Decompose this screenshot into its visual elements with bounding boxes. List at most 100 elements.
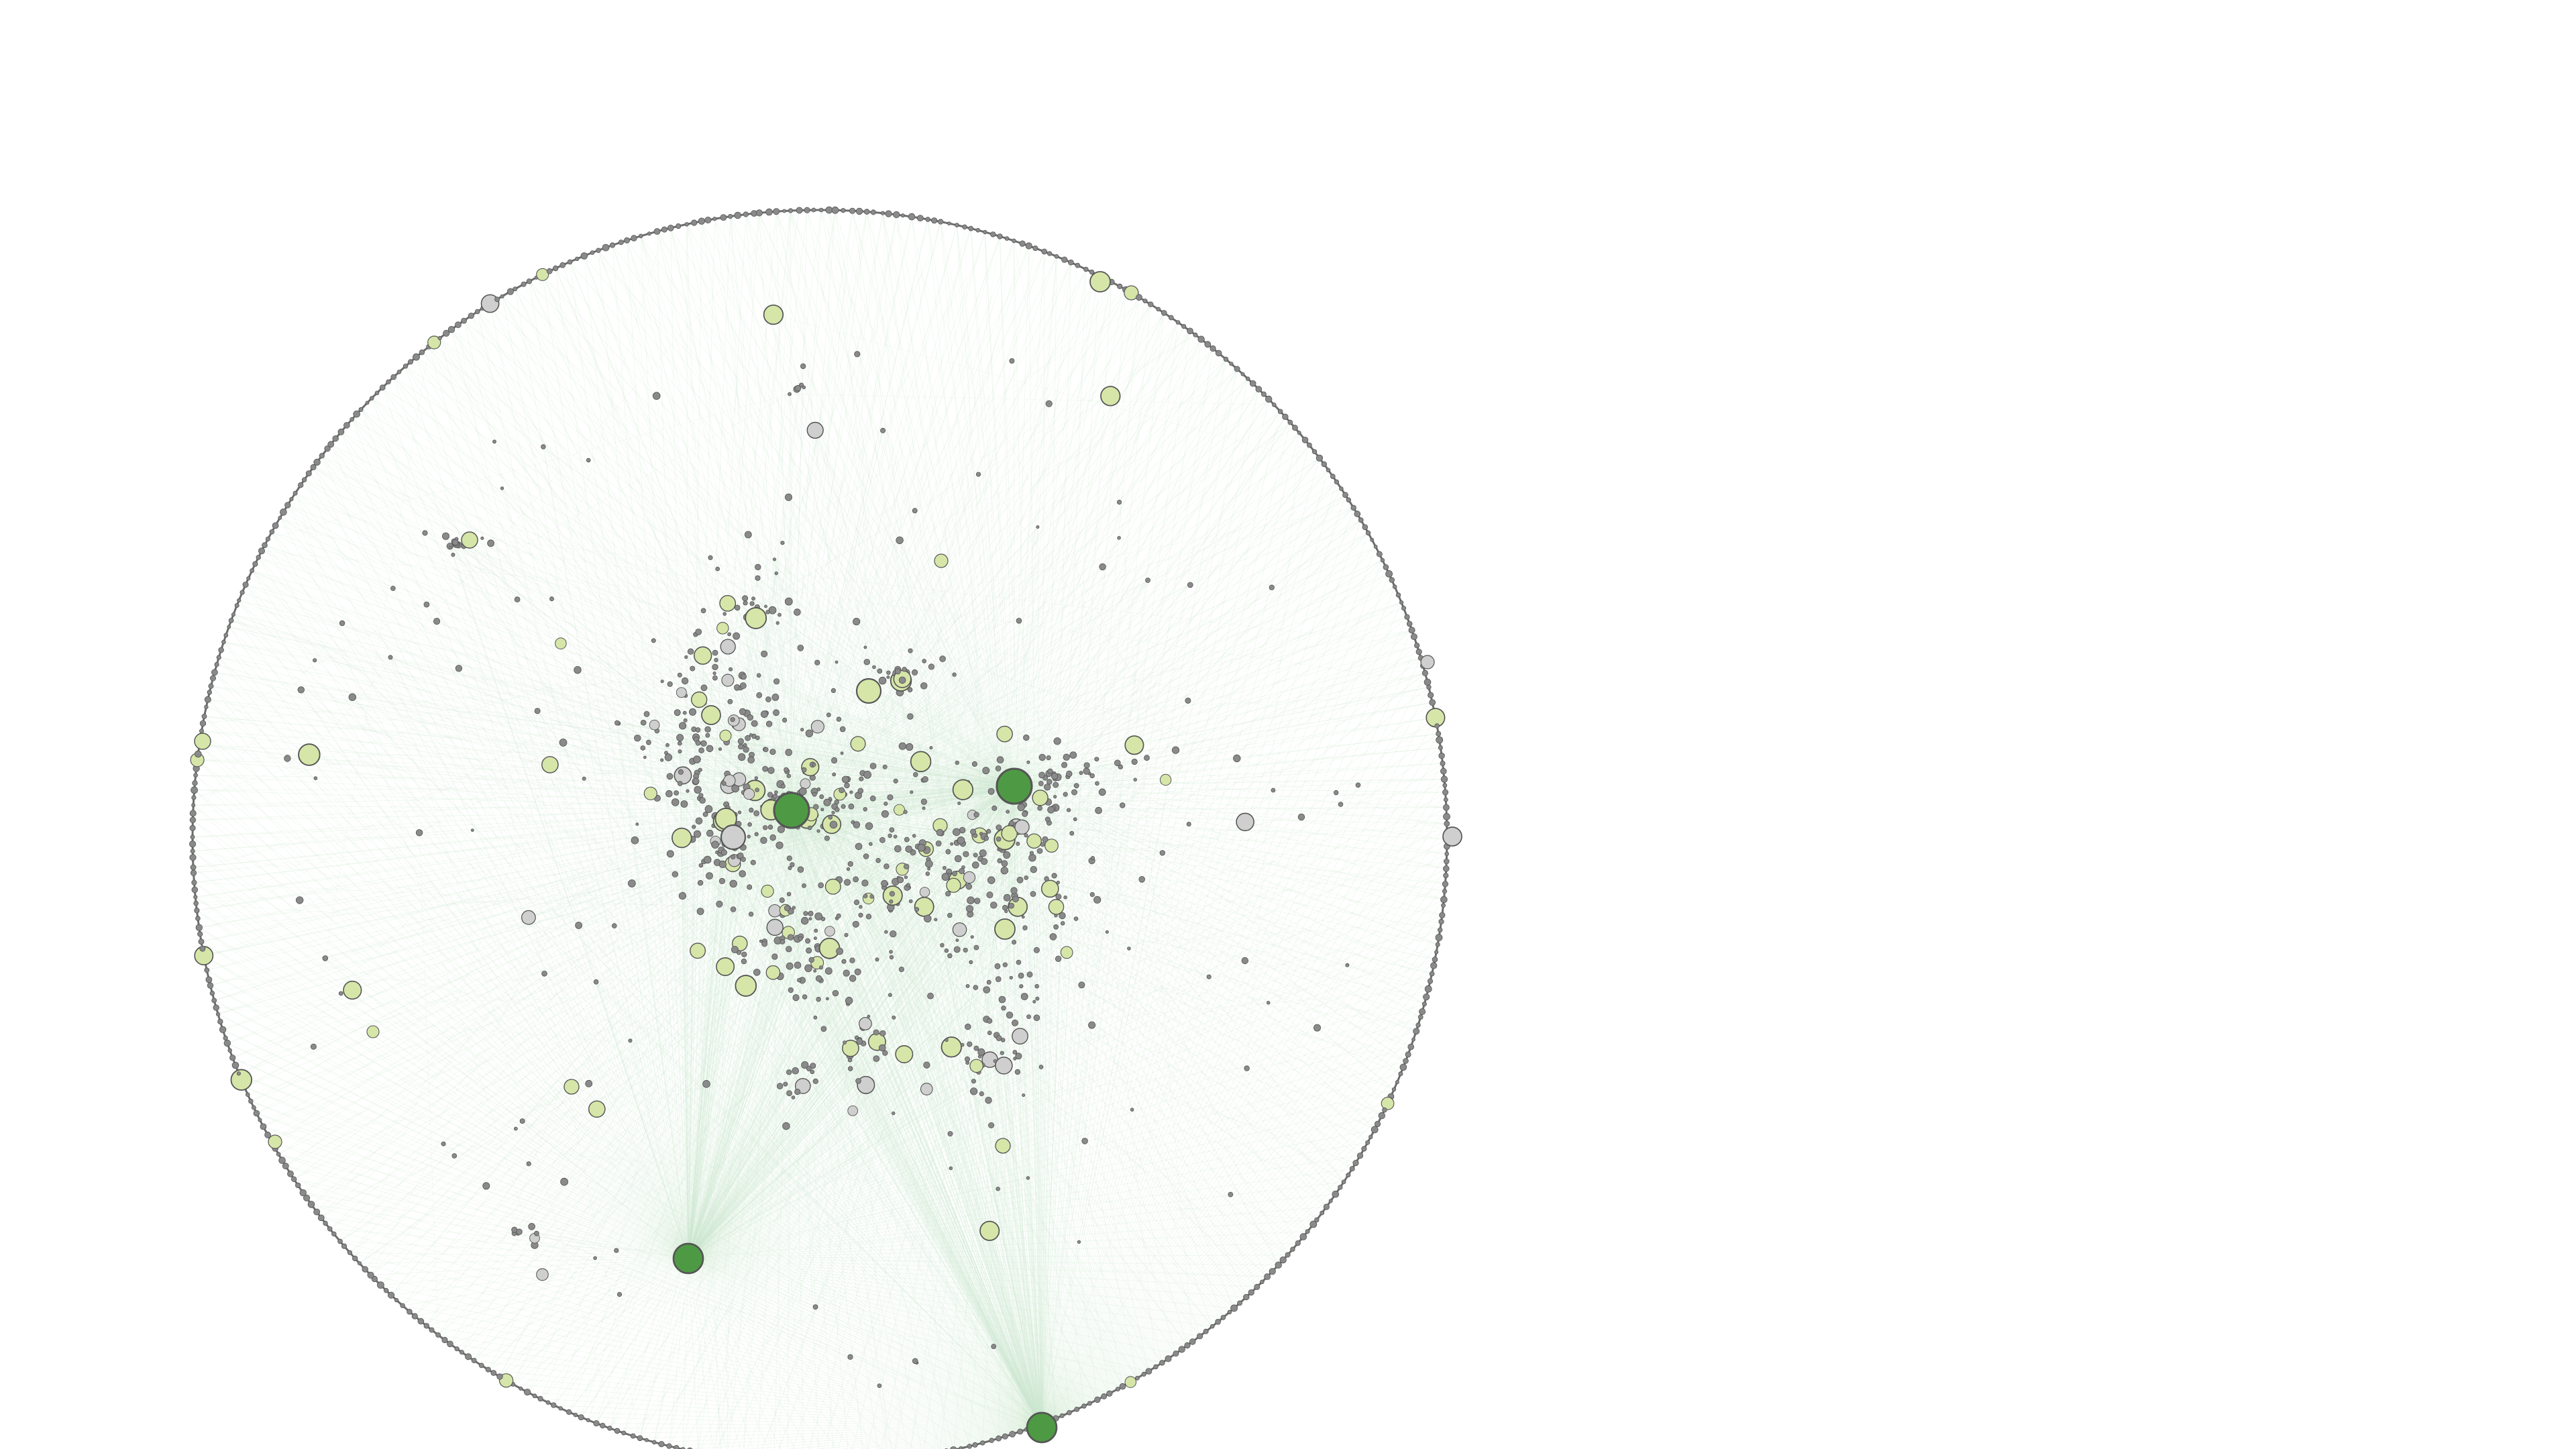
graph-edge — [1005, 928, 1042, 1428]
graph-edge — [654, 1427, 1042, 1443]
graph-edge — [723, 783, 1042, 1428]
graph-edge — [352, 419, 1042, 1428]
graph-node — [1083, 762, 1090, 769]
graph-edge — [1041, 1193, 1336, 1428]
graph-edge — [306, 793, 669, 1199]
graph-edge — [272, 531, 792, 811]
ring-node — [1391, 1087, 1397, 1092]
graph-edge — [784, 812, 1188, 1346]
graph-node — [953, 828, 961, 837]
graph-edge — [354, 695, 696, 1259]
graph-edge — [704, 527, 1365, 704]
graph-node — [665, 790, 673, 798]
graph-edge — [588, 1024, 1092, 1421]
ring-node — [1189, 1338, 1196, 1345]
graph-edge — [252, 570, 689, 1259]
graph-edge — [884, 814, 1042, 1428]
graph-edge — [1041, 763, 1118, 1428]
graph-edge — [365, 1231, 520, 1270]
graph-node — [730, 906, 737, 912]
graph-edge — [883, 887, 1042, 1428]
graph-edge — [788, 830, 1448, 1073]
graph-edge — [873, 212, 905, 1055]
graph-edge — [1014, 251, 1045, 787]
graph-edge — [860, 790, 1445, 892]
graph-edge — [1014, 573, 1389, 787]
graph-edge — [449, 1343, 1042, 1428]
ring-node — [972, 1442, 978, 1448]
graph-edge — [791, 733, 1005, 811]
graph-edge — [196, 859, 744, 904]
ring-node — [1435, 942, 1440, 947]
graph-edge — [194, 790, 689, 1259]
graph-edge — [1041, 520, 1362, 1428]
graph-node — [773, 709, 780, 716]
graph-edge — [393, 376, 824, 826]
graph-node — [1089, 271, 1111, 292]
graph-edge — [809, 827, 1034, 1428]
graph-node — [1016, 841, 1020, 846]
ring-node — [500, 294, 504, 299]
ring-node — [1332, 1190, 1340, 1198]
graph-edge — [256, 1113, 689, 1259]
graph-edge — [227, 810, 792, 1044]
ring-node — [213, 1004, 219, 1011]
graph-edge — [1041, 786, 1077, 1428]
graph-edge — [688, 482, 1337, 1259]
graph-edge — [728, 810, 792, 1449]
graph-edge — [584, 256, 792, 811]
graph-edge — [1014, 786, 1289, 1255]
graph-edge — [688, 981, 989, 1259]
graph-edge — [522, 786, 1015, 1122]
ring-node — [230, 1069, 253, 1091]
graph-edge — [739, 211, 860, 857]
graph-edge — [688, 1046, 1411, 1259]
graph-edge — [791, 211, 853, 811]
graph-edge — [791, 810, 1446, 869]
graph-node — [1046, 755, 1051, 761]
graph-edge — [751, 810, 1042, 1428]
graph-edge — [688, 1168, 1352, 1259]
graph-edge — [245, 584, 792, 811]
graph-edge — [745, 499, 1349, 746]
graph-edge — [791, 422, 1291, 811]
ring-node — [190, 835, 195, 840]
graph-edge — [193, 712, 678, 873]
graph-edge — [681, 692, 689, 1259]
graph-edge — [1041, 823, 1448, 1428]
graph-node — [870, 795, 876, 802]
graph-edge — [207, 699, 792, 811]
graph-edge — [741, 741, 1015, 787]
graph-edge — [250, 810, 792, 1102]
graph-edge — [514, 1233, 1042, 1428]
graph-edge — [1014, 786, 1188, 1346]
graph-node — [1047, 806, 1055, 814]
graph-edge — [1014, 786, 1028, 1179]
graph-edge — [688, 899, 1444, 1259]
graph-edge — [815, 806, 1042, 1428]
graph-edge — [1041, 378, 1248, 1428]
graph-edge — [688, 494, 1346, 1259]
graph-edge — [932, 926, 1057, 1449]
graph-edge — [920, 906, 1042, 1428]
graph-node — [849, 957, 855, 963]
graph-edge — [688, 839, 1448, 1259]
graph-edge — [646, 700, 1189, 1440]
graph-node — [919, 887, 930, 898]
graph-node — [451, 553, 455, 557]
graph-edge — [742, 873, 1429, 989]
graph-edge — [193, 819, 1042, 1428]
ring-node — [661, 226, 667, 233]
graph-node — [792, 994, 800, 1002]
graph-edge — [193, 810, 792, 820]
ring-node — [580, 252, 588, 260]
graph-edge — [688, 602, 1402, 1259]
graph-edge — [976, 861, 1447, 948]
graph-edge — [1049, 422, 1291, 890]
graph-node — [898, 742, 906, 750]
ring-node — [1047, 251, 1053, 256]
graph-node — [775, 841, 784, 849]
graph-edge — [998, 265, 1078, 769]
graph-node — [791, 1095, 796, 1099]
ring-node — [219, 1026, 227, 1034]
